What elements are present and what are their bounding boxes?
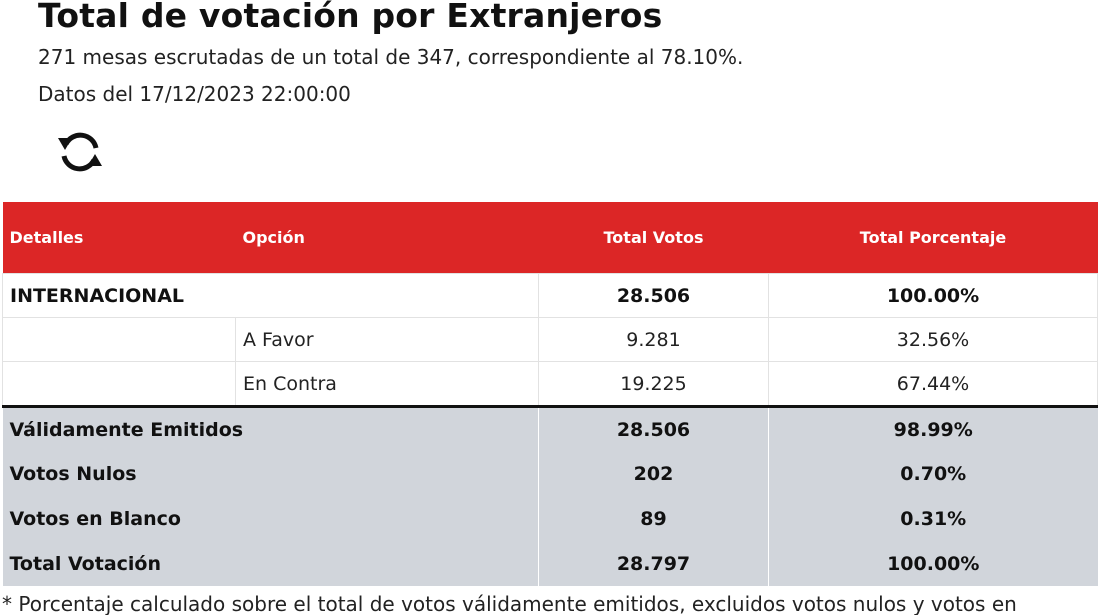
totals-row-blank: Votos en Blanco 89 0.31% [2,496,1098,541]
results-table: Detalles Opción Total Votos Total Porcen… [2,202,1098,586]
page-title: Total de votación por Extranjeros [38,0,663,35]
refresh-icon [58,132,102,172]
totals-percent: 98.99% [768,405,1098,451]
tables-counted-summary: 271 mesas escrutadas de un total de 347,… [38,45,744,69]
data-timestamp: Datos del 17/12/2023 22:00:00 [38,82,351,106]
region-name: INTERNACIONAL [2,273,236,318]
totals-empty-cell [235,451,539,496]
totals-percent: 0.31% [768,496,1098,541]
table-row-option: En Contra 19.225 67.44% [2,361,1098,407]
totals-votes: 28.506 [538,405,769,451]
totals-label: Votos en Blanco [2,496,236,541]
totals-percent: 0.70% [768,451,1098,496]
totals-votes: 28.797 [538,541,769,586]
totals-percent: 100.00% [768,541,1098,586]
totals-votes: 89 [538,496,769,541]
option-percent: 67.44% [768,361,1098,407]
column-header-option: Opción [235,202,539,274]
region-percent: 100.00% [768,273,1098,318]
option-percent: 32.56% [768,317,1098,362]
table-row-option: A Favor 9.281 32.56% [2,317,1098,362]
column-header-total-percent: Total Porcentaje [768,202,1098,274]
column-header-total-votes: Total Votos [538,202,769,274]
totals-row-valid: Válidamente Emitidos 28.506 98.99% [2,405,1098,451]
table-header-row: Detalles Opción Total Votos Total Porcen… [2,202,1098,274]
region-option-cell [235,273,539,318]
table-row-region: INTERNACIONAL 28.506 100.00% [2,273,1098,318]
totals-empty-cell [235,496,539,541]
totals-label: Válidamente Emitidos [2,405,243,451]
option-votes: 19.225 [538,361,769,407]
column-header-details: Detalles [2,202,236,274]
totals-label: Total Votación [2,541,236,586]
option-detail-cell [2,361,236,407]
option-label: En Contra [235,361,539,407]
option-label: A Favor [235,317,539,362]
totals-label: Votos Nulos [2,451,236,496]
refresh-button[interactable] [52,128,108,176]
option-detail-cell [2,317,236,362]
totals-row-null: Votos Nulos 202 0.70% [2,451,1098,496]
footnote: * Porcentaje calculado sobre el total de… [2,592,1017,615]
totals-empty-cell [235,405,539,451]
totals-row-total: Total Votación 28.797 100.00% [2,541,1098,586]
region-votes: 28.506 [538,273,769,318]
totals-votes: 202 [538,451,769,496]
option-votes: 9.281 [538,317,769,362]
totals-empty-cell [235,541,539,586]
